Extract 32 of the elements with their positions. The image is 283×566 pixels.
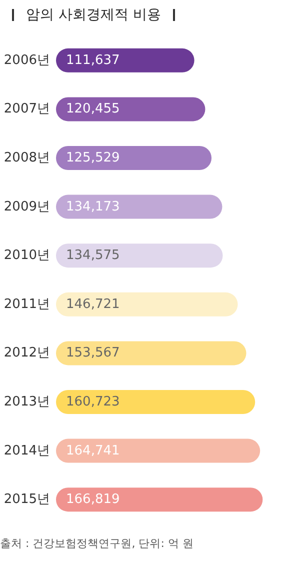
- bar: [56, 48, 194, 72]
- bar: [56, 97, 206, 122]
- bar: [56, 146, 212, 170]
- data-label: 164,741: [66, 443, 120, 458]
- y-tick-label: 2014년: [4, 443, 50, 458]
- y-tick-label: 2006년: [4, 52, 50, 68]
- data-label: 146,721: [66, 296, 120, 312]
- data-label: 125,529: [66, 150, 120, 166]
- data-label: 120,455: [66, 102, 120, 117]
- y-tick-label: 2011년: [4, 296, 50, 312]
- bar: [56, 488, 263, 512]
- y-tick-label: 2015년: [4, 492, 50, 508]
- data-label: 134,173: [66, 199, 120, 214]
- chart-title: 암의 사회경제적 비용: [26, 6, 161, 24]
- data-label: 111,637: [66, 52, 120, 68]
- y-tick-label: 2010년: [4, 248, 50, 264]
- data-label: 160,723: [66, 394, 120, 410]
- bar: [56, 390, 256, 414]
- data-label: 166,819: [66, 492, 120, 508]
- data-label: 153,567: [66, 346, 120, 361]
- bar: [56, 341, 246, 366]
- bar: [56, 292, 238, 316]
- source-note: 출처 : 건강보험정책연구원, 단위: 억 원: [0, 536, 194, 551]
- data-label: 134,575: [66, 248, 120, 264]
- y-tick-label: 2013년: [4, 394, 50, 410]
- bar: [56, 438, 260, 463]
- bar: [56, 244, 223, 268]
- y-tick-label: 2012년: [4, 346, 50, 361]
- bar: [56, 194, 222, 219]
- y-tick-label: 2008년: [4, 150, 50, 166]
- y-tick-label: 2009년: [4, 199, 50, 214]
- y-tick-label: 2007년: [4, 102, 50, 117]
